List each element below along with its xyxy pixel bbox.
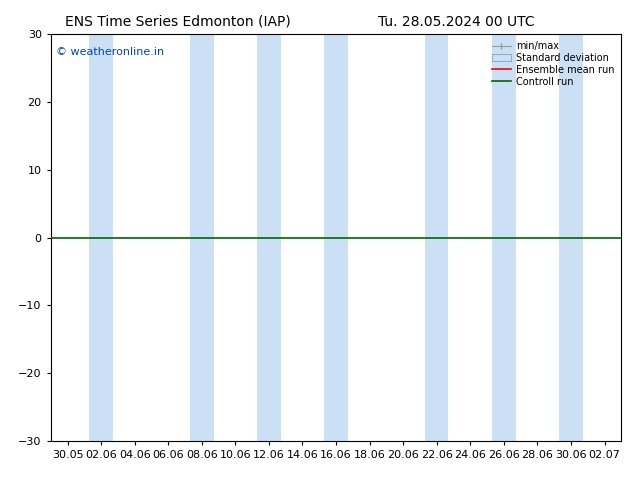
Bar — [324, 34, 348, 441]
Text: ENS Time Series Edmonton (IAP): ENS Time Series Edmonton (IAP) — [65, 15, 290, 29]
Bar — [559, 34, 583, 441]
Bar — [190, 34, 214, 441]
Legend: min/max, Standard deviation, Ensemble mean run, Controll run: min/max, Standard deviation, Ensemble me… — [489, 39, 616, 89]
Bar — [89, 34, 113, 441]
Bar — [425, 34, 448, 441]
Text: Tu. 28.05.2024 00 UTC: Tu. 28.05.2024 00 UTC — [378, 15, 535, 29]
Bar — [257, 34, 281, 441]
Bar — [492, 34, 515, 441]
Text: © weatheronline.in: © weatheronline.in — [56, 47, 165, 56]
